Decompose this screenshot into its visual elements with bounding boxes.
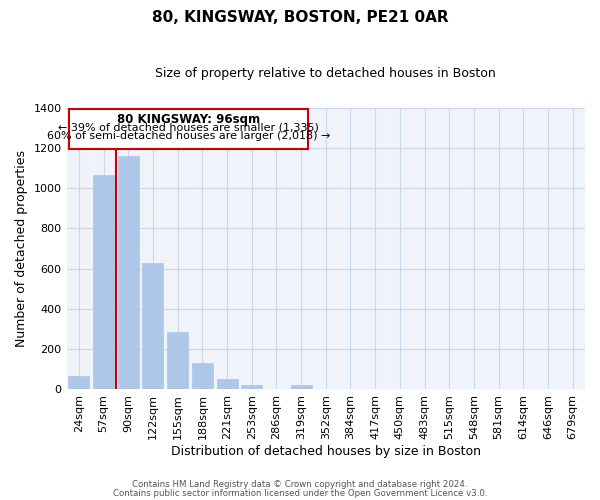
Bar: [290, 385, 311, 389]
Title: Size of property relative to detached houses in Boston: Size of property relative to detached ho…: [155, 68, 496, 80]
Bar: [68, 376, 89, 389]
Bar: [118, 156, 139, 389]
X-axis label: Distribution of detached houses by size in Boston: Distribution of detached houses by size …: [171, 444, 481, 458]
Text: Contains public sector information licensed under the Open Government Licence v3: Contains public sector information licen…: [113, 488, 487, 498]
Text: ← 39% of detached houses are smaller (1,335): ← 39% of detached houses are smaller (1,…: [58, 122, 319, 132]
Text: Contains HM Land Registry data © Crown copyright and database right 2024.: Contains HM Land Registry data © Crown c…: [132, 480, 468, 489]
Text: 80, KINGSWAY, BOSTON, PE21 0AR: 80, KINGSWAY, BOSTON, PE21 0AR: [152, 10, 448, 25]
Bar: [167, 332, 188, 389]
Text: 60% of semi-detached houses are larger (2,018) →: 60% of semi-detached houses are larger (…: [47, 131, 331, 141]
Bar: [142, 262, 163, 389]
Text: 80 KINGSWAY: 96sqm: 80 KINGSWAY: 96sqm: [117, 113, 260, 126]
Bar: [217, 380, 238, 389]
Bar: [241, 385, 262, 389]
Bar: [93, 176, 114, 389]
Bar: [192, 363, 213, 389]
FancyBboxPatch shape: [69, 109, 308, 149]
Y-axis label: Number of detached properties: Number of detached properties: [15, 150, 28, 347]
